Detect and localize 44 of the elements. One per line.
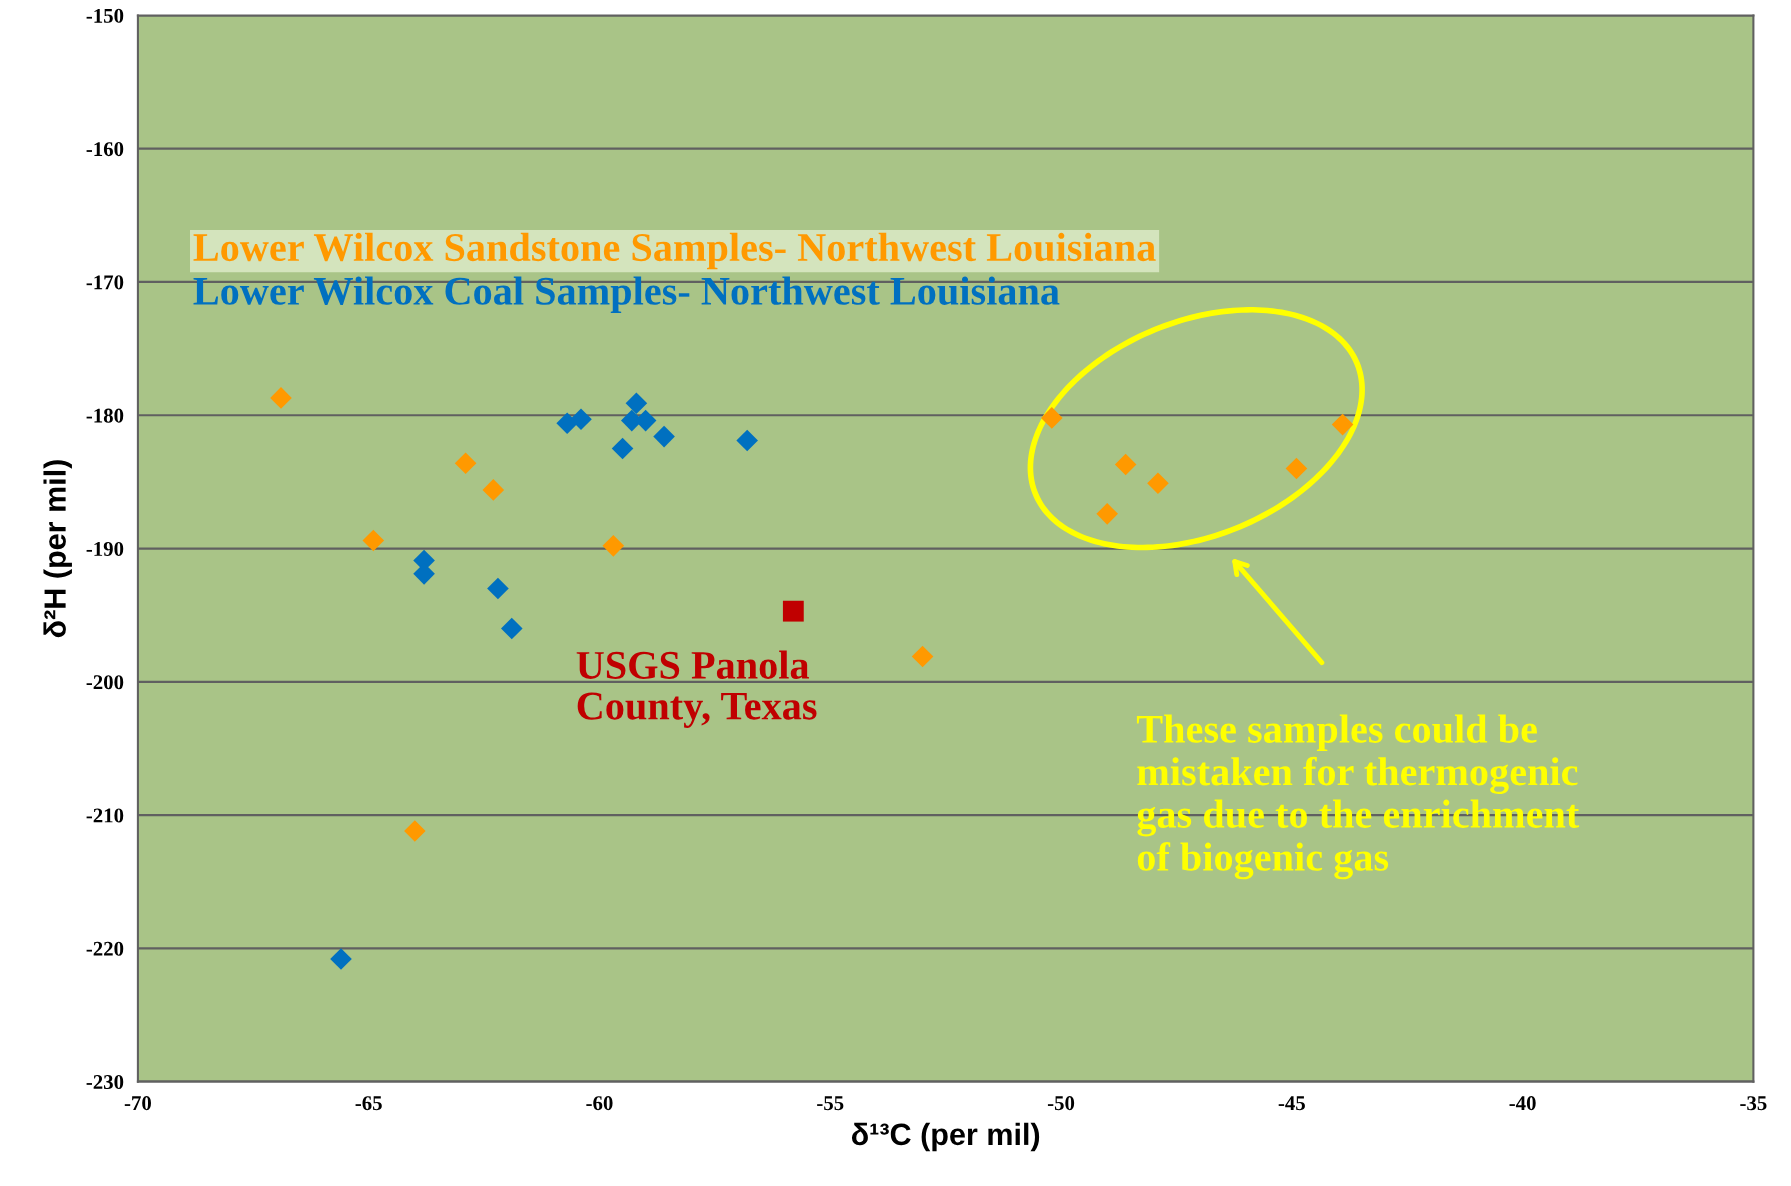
point xyxy=(1041,407,1063,429)
x-tick-label: -35 xyxy=(1740,1096,1767,1111)
point xyxy=(653,425,675,448)
y-tick-label: -200 xyxy=(86,675,124,690)
point xyxy=(487,577,509,600)
y-tick-label: -190 xyxy=(86,541,124,556)
point xyxy=(782,600,804,622)
point xyxy=(482,479,505,501)
point xyxy=(454,452,477,475)
x-tick-label: -70 xyxy=(124,1096,151,1111)
y-tick-label: -170 xyxy=(86,275,124,290)
point xyxy=(362,529,385,552)
y-tick-label: -180 xyxy=(86,408,124,423)
point xyxy=(1096,503,1118,525)
y-tick-label: -230 xyxy=(86,1075,124,1090)
x-axis-title: δ¹³C (per mil) xyxy=(851,1122,1040,1152)
point xyxy=(611,437,634,460)
text: Lower Wilcox Sandstone Samples- Northwest Louisiana xyxy=(193,232,1156,270)
point xyxy=(1331,413,1354,436)
y-tick-label: -210 xyxy=(86,808,124,823)
point xyxy=(1114,453,1137,476)
y-tick-label: -160 xyxy=(86,142,124,157)
x-tick-label: -50 xyxy=(1047,1096,1075,1111)
point xyxy=(570,408,592,431)
y-axis-title: δ²H (per mil) xyxy=(43,460,72,638)
x-tick-label: -45 xyxy=(1278,1096,1305,1111)
x-tick-label: -65 xyxy=(355,1096,382,1111)
x-tick-label: -55 xyxy=(817,1096,844,1111)
point xyxy=(1285,457,1308,480)
x-tick-label: -40 xyxy=(1509,1096,1536,1111)
point xyxy=(1147,472,1169,495)
y-tick-label: -220 xyxy=(86,941,124,956)
point xyxy=(270,387,292,409)
point xyxy=(911,645,934,668)
x-tick-label: -60 xyxy=(586,1096,613,1111)
text: Lower Wilcox Coal Samples- Northwest Louisiana xyxy=(193,276,1060,314)
point xyxy=(330,948,352,970)
point xyxy=(602,535,625,557)
series-label: USGS Panola County, Texas xyxy=(576,650,817,728)
point xyxy=(500,617,523,640)
point xyxy=(625,392,648,415)
point xyxy=(736,429,758,452)
point xyxy=(404,820,426,842)
y-tick-label: -150 xyxy=(86,8,124,23)
